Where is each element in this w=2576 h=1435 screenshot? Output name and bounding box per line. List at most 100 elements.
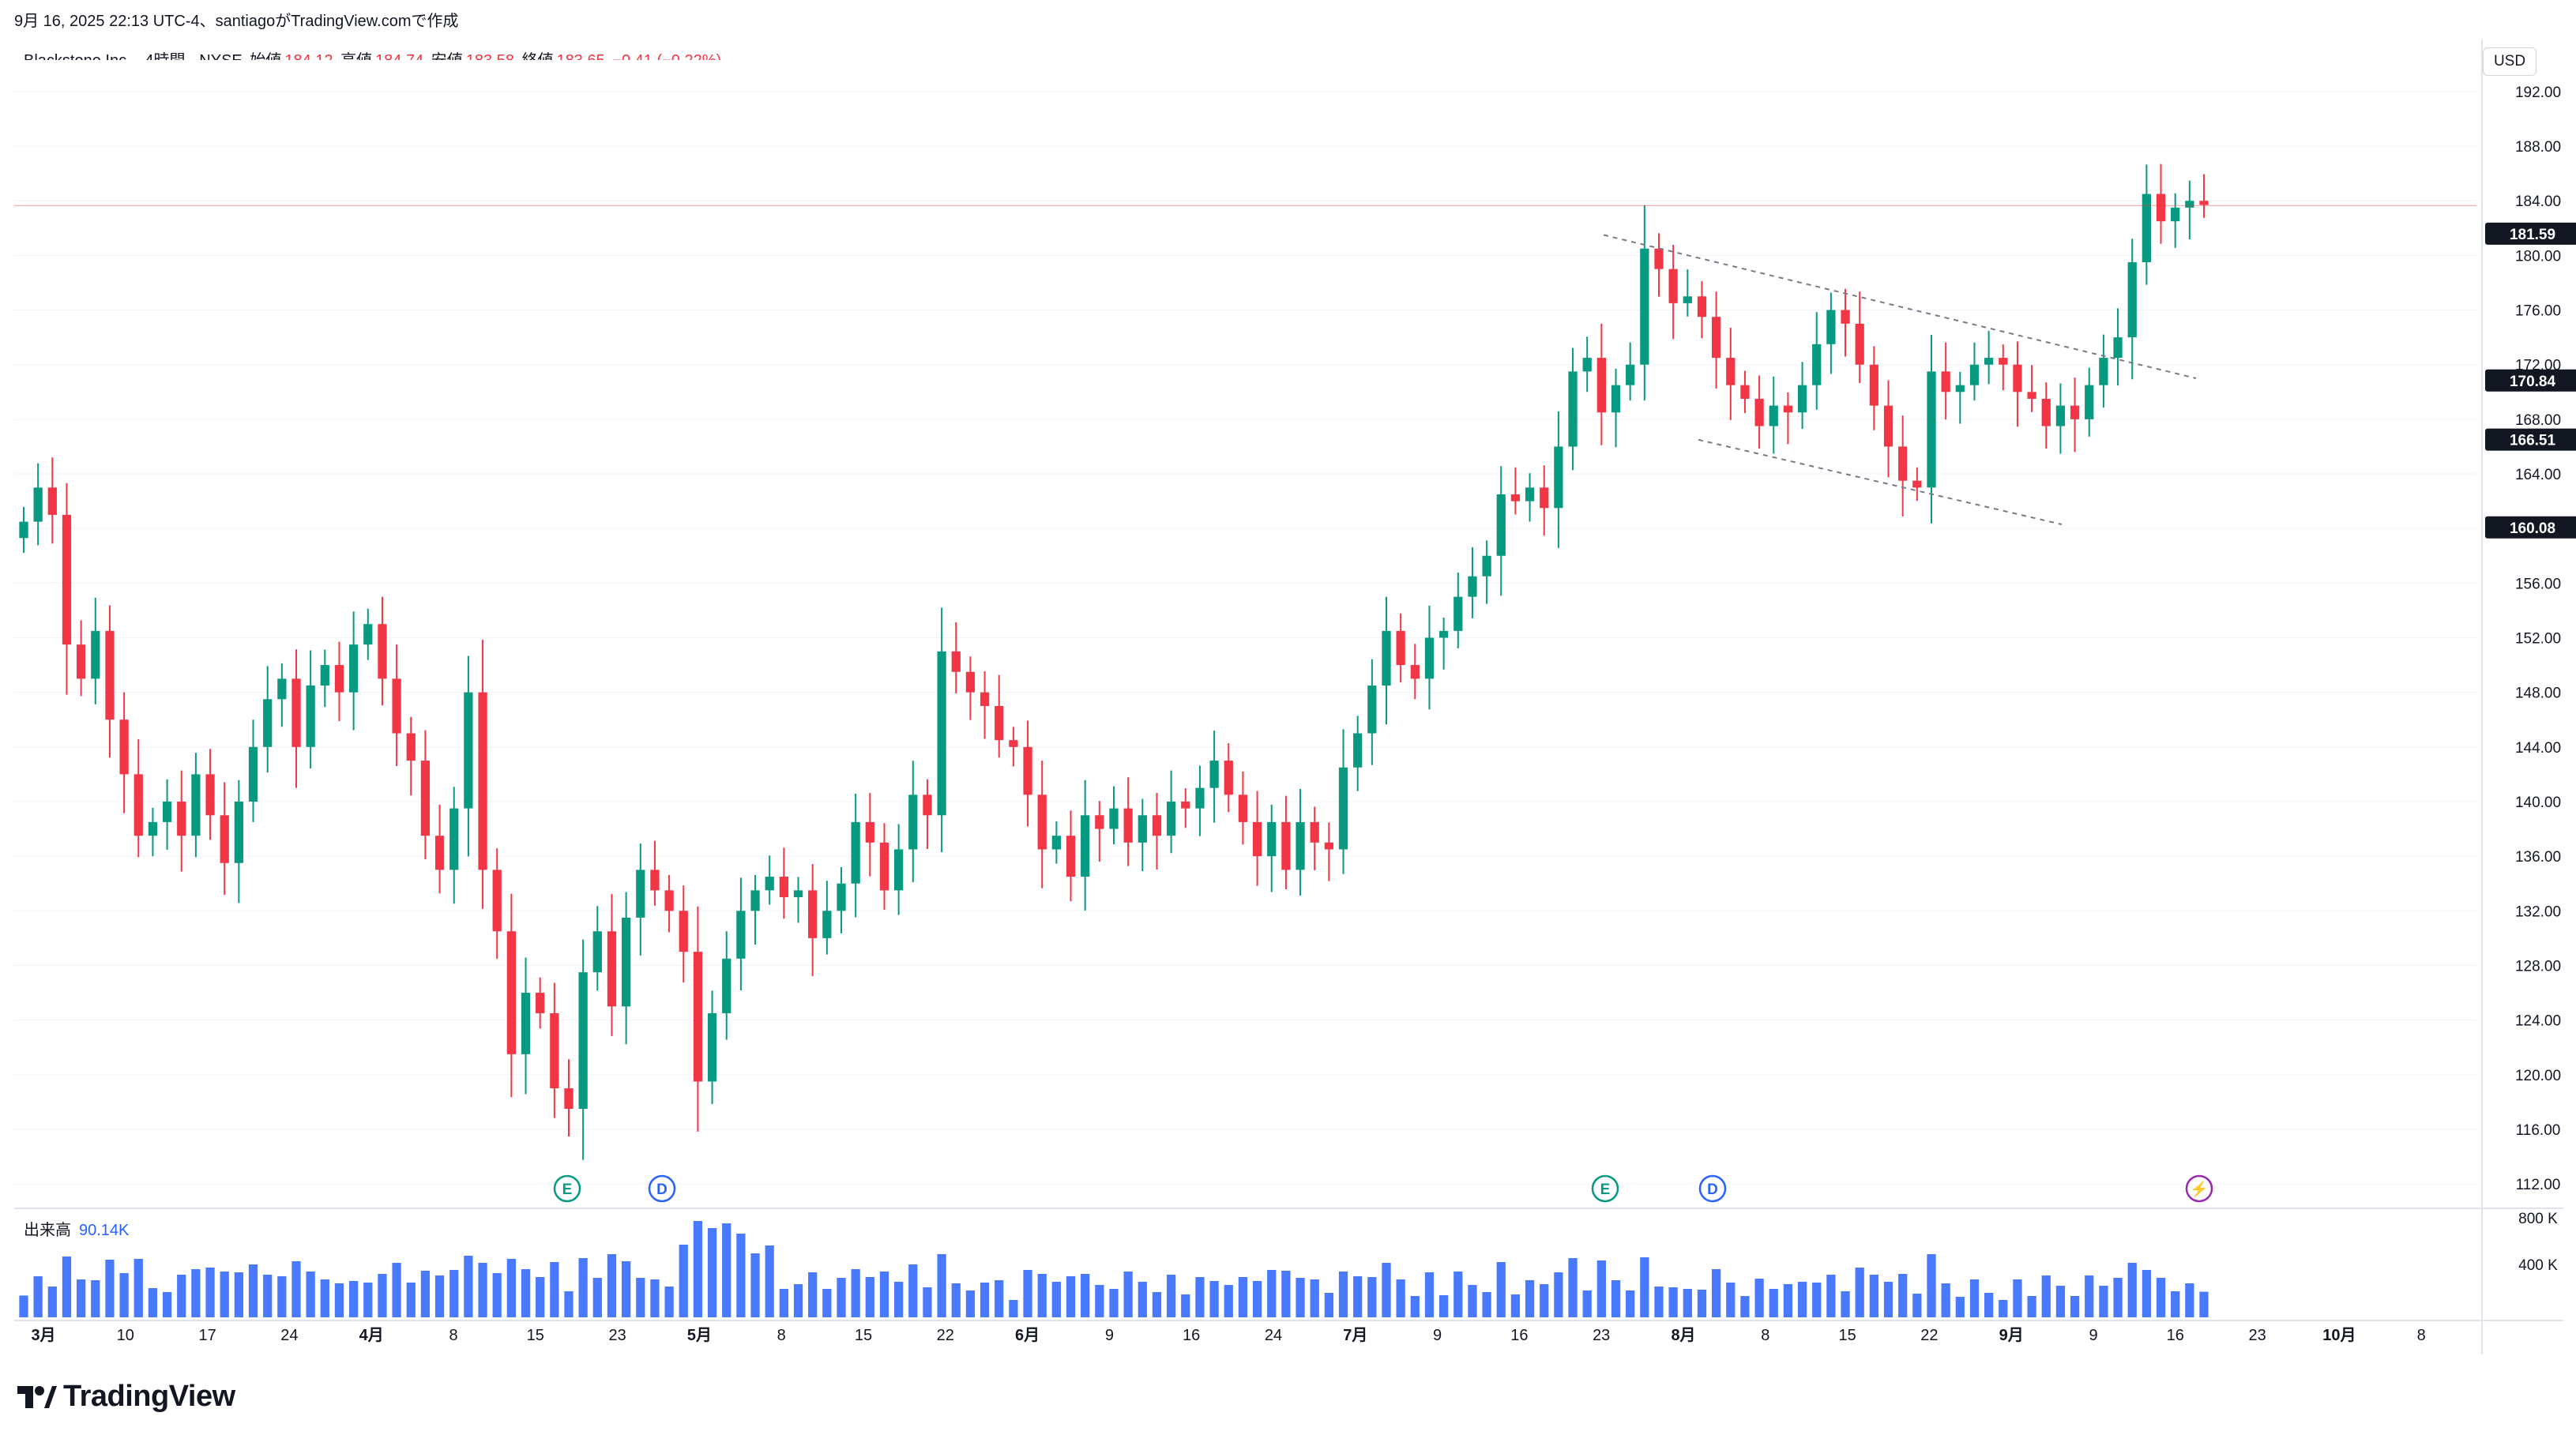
candle-body[interactable] <box>1626 364 1635 385</box>
volume-bar[interactable] <box>865 1277 874 1317</box>
candle-body[interactable] <box>2085 385 2094 419</box>
volume-bar[interactable] <box>1797 1282 1807 1317</box>
volume-bar[interactable] <box>908 1264 918 1317</box>
price-tag-bg[interactable] <box>2485 369 2576 392</box>
candle-body[interactable] <box>148 821 158 836</box>
volume-bar[interactable] <box>91 1280 100 1317</box>
volume-bar[interactable] <box>464 1256 473 1317</box>
candle-body[interactable] <box>1138 815 1147 843</box>
candle-body[interactable] <box>478 692 487 870</box>
volume-bar[interactable] <box>679 1245 688 1317</box>
volume-bar[interactable] <box>2142 1270 2151 1317</box>
candle-body[interactable] <box>1167 801 1176 836</box>
volume-bar[interactable] <box>1439 1295 1449 1317</box>
candle-body[interactable] <box>306 686 315 747</box>
volume-bar[interactable] <box>1783 1284 1793 1317</box>
candle-body[interactable] <box>1296 821 1305 870</box>
candle-body[interactable] <box>234 801 243 863</box>
tradingview-logo[interactable]: TradingView <box>16 1380 235 1414</box>
candle-body[interactable] <box>908 795 918 850</box>
candle-body[interactable] <box>1439 630 1449 638</box>
volume-bar[interactable] <box>564 1291 573 1317</box>
volume-bar[interactable] <box>1037 1274 1047 1317</box>
volume-bar[interactable] <box>1855 1268 1864 1317</box>
volume-bar[interactable] <box>636 1278 645 1317</box>
candle-body[interactable] <box>1712 317 1721 359</box>
volume-bar[interactable] <box>62 1257 72 1317</box>
candle-body[interactable] <box>220 815 229 863</box>
candle-body[interactable] <box>1841 310 1850 324</box>
volume-bar[interactable] <box>1927 1254 1936 1317</box>
candle-body[interactable] <box>707 1012 717 1082</box>
candle-body[interactable] <box>1496 494 1506 556</box>
volume-bar[interactable] <box>1841 1291 1850 1317</box>
candle-body[interactable] <box>951 651 961 672</box>
volume-bar[interactable] <box>536 1277 545 1317</box>
volume-bar[interactable] <box>1224 1285 1233 1317</box>
volume-bar[interactable] <box>1769 1289 1778 1317</box>
candle-body[interactable] <box>837 883 846 911</box>
candle-body[interactable] <box>1037 795 1047 850</box>
candle-body[interactable] <box>2099 358 2108 385</box>
volume-bar[interactable] <box>923 1287 932 1317</box>
candle-body[interactable] <box>578 972 588 1109</box>
volume-bar[interactable] <box>765 1245 774 1317</box>
volume-bar[interactable] <box>1668 1287 1678 1317</box>
candle-body[interactable] <box>506 931 516 1054</box>
candle-body[interactable] <box>2171 207 2180 222</box>
volume-bar[interactable] <box>2185 1283 2194 1317</box>
volume-bar[interactable] <box>1051 1282 1061 1317</box>
candle-body[interactable] <box>2113 337 2123 359</box>
volume-bar[interactable] <box>550 1262 559 1317</box>
candle-body[interactable] <box>392 678 401 734</box>
candle-body[interactable] <box>91 630 100 679</box>
price-tag-bg[interactable] <box>2485 222 2576 245</box>
volume-bar[interactable] <box>1123 1272 1133 1317</box>
volume-bar[interactable] <box>2070 1296 2080 1317</box>
candle-body[interactable] <box>1826 310 1836 344</box>
candle-body[interactable] <box>378 624 387 679</box>
price-tag-bg[interactable] <box>2485 428 2576 451</box>
volume-bar[interactable] <box>894 1282 904 1317</box>
volume-bar[interactable] <box>750 1253 760 1317</box>
candle-body[interactable] <box>33 487 43 522</box>
volume-bar[interactable] <box>1324 1293 1333 1317</box>
volume-bar[interactable] <box>879 1272 889 1317</box>
volume-bar[interactable] <box>951 1283 961 1317</box>
candle-body[interactable] <box>134 774 143 836</box>
candle-body[interactable] <box>1209 761 1219 788</box>
candle-body[interactable] <box>1482 555 1491 577</box>
trendline-upper[interactable] <box>1603 234 2197 379</box>
volume-bar[interactable] <box>492 1273 502 1317</box>
volume-bar[interactable] <box>306 1272 315 1317</box>
volume-bar[interactable] <box>1999 1300 2008 1317</box>
candle-body[interactable] <box>2199 201 2209 205</box>
candle-body[interactable] <box>592 931 602 973</box>
volume-bar[interactable] <box>1424 1272 1435 1317</box>
candle-body[interactable] <box>1051 836 1061 850</box>
volume-bar[interactable] <box>1209 1281 1219 1317</box>
candle-body[interactable] <box>736 911 746 959</box>
currency-button[interactable]: USD <box>2483 47 2537 76</box>
volume-bar[interactable] <box>980 1283 990 1317</box>
candle-body[interactable] <box>894 849 904 891</box>
candle-body[interactable] <box>1797 385 1807 413</box>
volume-bar[interactable] <box>134 1259 143 1317</box>
candle-body[interactable] <box>1081 815 1090 877</box>
candle-body[interactable] <box>693 952 703 1082</box>
candle-body[interactable] <box>162 801 172 822</box>
volume-bar[interactable] <box>1382 1263 1391 1317</box>
price-tag-bg[interactable] <box>2485 516 2576 539</box>
candle-body[interactable] <box>1640 248 1649 365</box>
volume-bar[interactable] <box>2085 1275 2094 1317</box>
candle-body[interactable] <box>1869 364 1878 406</box>
candle-body[interactable] <box>320 665 329 686</box>
volume-bar[interactable] <box>851 1269 860 1317</box>
volume-bar[interactable] <box>1984 1293 1994 1317</box>
volume-bar[interactable] <box>2099 1286 2108 1317</box>
candle-body[interactable] <box>607 931 617 1007</box>
candle-body[interactable] <box>1109 808 1119 829</box>
candle-body[interactable] <box>779 877 788 897</box>
candle-body[interactable] <box>622 917 631 1007</box>
candle-body[interactable] <box>19 521 28 539</box>
